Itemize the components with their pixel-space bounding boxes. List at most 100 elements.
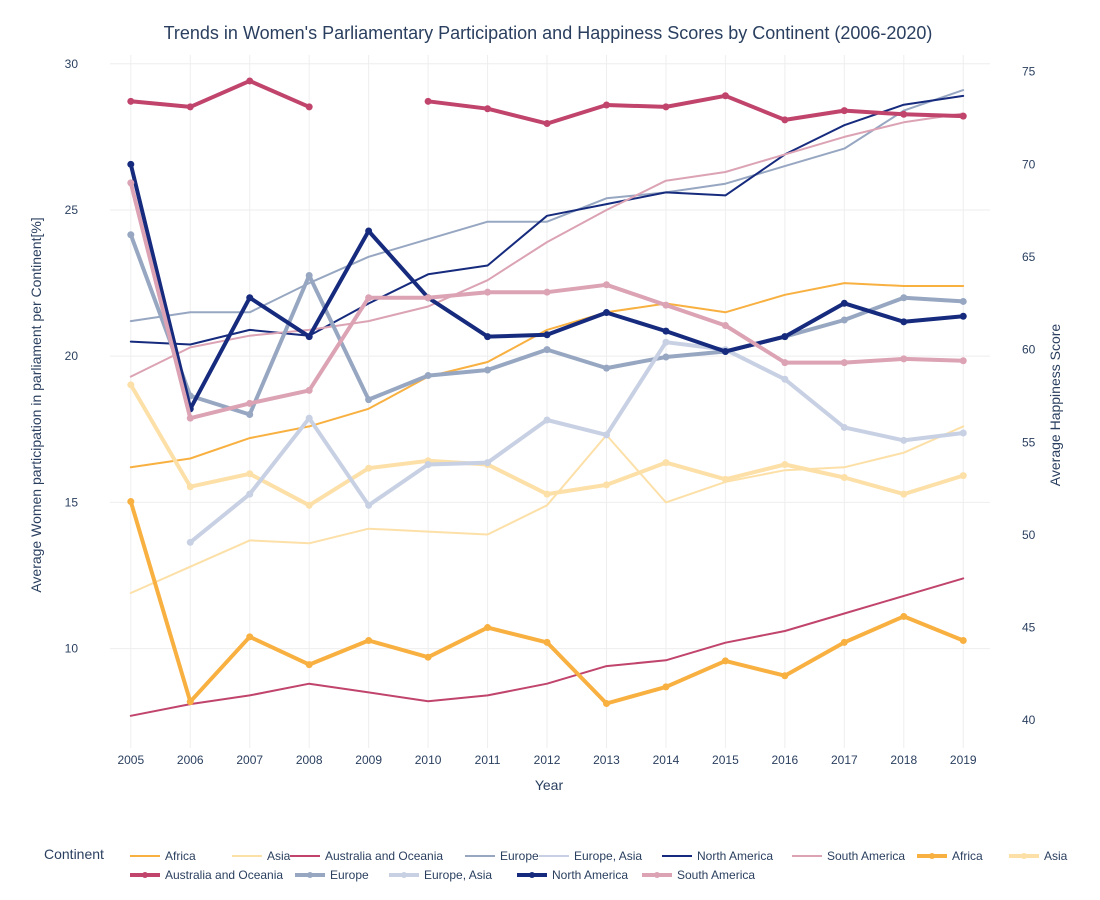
y-left-tick-label: 15 xyxy=(65,495,79,509)
legend-item[interactable]: Europe, Asia xyxy=(389,868,492,882)
data-point xyxy=(365,227,373,235)
legend-item[interactable]: Asia xyxy=(1009,849,1068,863)
legend-item[interactable]: Australia and Oceania xyxy=(290,849,443,863)
data-point xyxy=(781,375,789,383)
legend-label: Africa xyxy=(952,849,983,863)
legend-item[interactable]: South America xyxy=(792,849,905,863)
x-tick-label: 2013 xyxy=(593,753,620,767)
data-point xyxy=(662,353,670,361)
data-point xyxy=(484,333,492,341)
legend-label: Europe, Asia xyxy=(424,868,492,882)
data-point xyxy=(602,431,610,439)
data-point xyxy=(900,110,908,118)
x-tick-label: 2008 xyxy=(296,753,323,767)
data-point xyxy=(959,637,967,645)
data-point xyxy=(543,331,551,339)
data-point xyxy=(662,459,670,467)
data-point xyxy=(662,683,670,691)
legend-item[interactable]: Africa xyxy=(917,849,983,863)
data-point xyxy=(959,472,967,480)
legend-marker xyxy=(307,872,313,878)
data-point xyxy=(424,653,432,661)
y-left-tick-label: 20 xyxy=(65,349,79,363)
data-point xyxy=(424,372,432,380)
data-point xyxy=(365,501,373,509)
legend-label: Asia xyxy=(1044,849,1068,863)
legend: Continent Africa Asia Australia and Oceani… xyxy=(44,846,1068,882)
x-tick-label: 2009 xyxy=(355,753,382,767)
legend-label: South America xyxy=(677,868,755,882)
legend-item[interactable]: Europe, Asia xyxy=(539,849,642,863)
y-left-tick-label: 10 xyxy=(65,642,79,656)
data-point xyxy=(602,364,610,372)
series-line xyxy=(129,89,965,323)
legend-item[interactable]: South America xyxy=(642,868,755,882)
legend-label: Asia xyxy=(267,849,291,863)
data-point xyxy=(186,414,194,422)
series-line xyxy=(129,282,965,469)
data-point xyxy=(365,396,373,404)
legend-marker xyxy=(654,872,660,878)
series-line xyxy=(128,78,966,126)
legend-item[interactable]: North America xyxy=(662,849,773,863)
data-point xyxy=(305,386,313,394)
data-point xyxy=(781,672,789,680)
data-point xyxy=(602,700,610,708)
data-point xyxy=(246,410,254,418)
legend-label: South America xyxy=(827,849,905,863)
data-point xyxy=(424,294,432,302)
series-line xyxy=(129,112,965,378)
data-point xyxy=(305,272,313,279)
data-point xyxy=(246,399,254,407)
x-tick-label: 2012 xyxy=(534,753,561,767)
legend-item[interactable]: Australia and Oceania xyxy=(130,868,283,882)
data-point xyxy=(424,97,432,105)
x-tick-label: 2010 xyxy=(415,753,442,767)
data-point xyxy=(959,357,967,365)
y-right-tick-label: 50 xyxy=(1022,528,1036,542)
data-point xyxy=(959,429,967,437)
data-point xyxy=(959,112,967,120)
data-point xyxy=(662,327,670,335)
data-point xyxy=(900,490,908,498)
series-right-11 xyxy=(186,338,967,546)
x-tick-label: 2018 xyxy=(890,753,917,767)
y-right-tick-label: 55 xyxy=(1022,435,1036,449)
data-point xyxy=(543,490,551,498)
data-point xyxy=(900,294,908,302)
data-point xyxy=(543,638,551,646)
data-point xyxy=(959,297,967,305)
legend-item[interactable]: Asia xyxy=(232,849,291,863)
y-left-tick-label: 25 xyxy=(65,203,79,217)
x-tick-label: 2017 xyxy=(831,753,858,767)
data-point xyxy=(246,490,254,498)
data-point xyxy=(246,470,254,478)
data-point xyxy=(127,179,135,187)
x-tick-label: 2016 xyxy=(772,753,799,767)
series-line xyxy=(188,340,966,545)
series-line xyxy=(129,577,965,717)
data-point xyxy=(840,107,848,115)
legend-marker xyxy=(401,872,407,878)
data-point xyxy=(484,459,492,467)
series-left-5 xyxy=(129,94,965,346)
legend-marker xyxy=(529,872,535,878)
legend-label: North America xyxy=(552,868,628,882)
series-line xyxy=(129,94,965,346)
legend-item[interactable]: North America xyxy=(517,868,628,882)
y-right-tick-label: 65 xyxy=(1022,250,1036,264)
data-point xyxy=(186,538,194,546)
data-point xyxy=(662,338,670,346)
legend-item[interactable]: Europe xyxy=(465,849,539,863)
data-point xyxy=(662,103,670,111)
data-point xyxy=(602,281,610,289)
data-point xyxy=(543,120,551,128)
data-point xyxy=(900,436,908,444)
legend-item[interactable]: Europe xyxy=(295,868,369,882)
legend-item[interactable]: Africa xyxy=(130,849,196,863)
legend-label: Europe xyxy=(330,868,369,882)
data-point xyxy=(127,97,135,105)
legend-marker xyxy=(929,853,935,859)
